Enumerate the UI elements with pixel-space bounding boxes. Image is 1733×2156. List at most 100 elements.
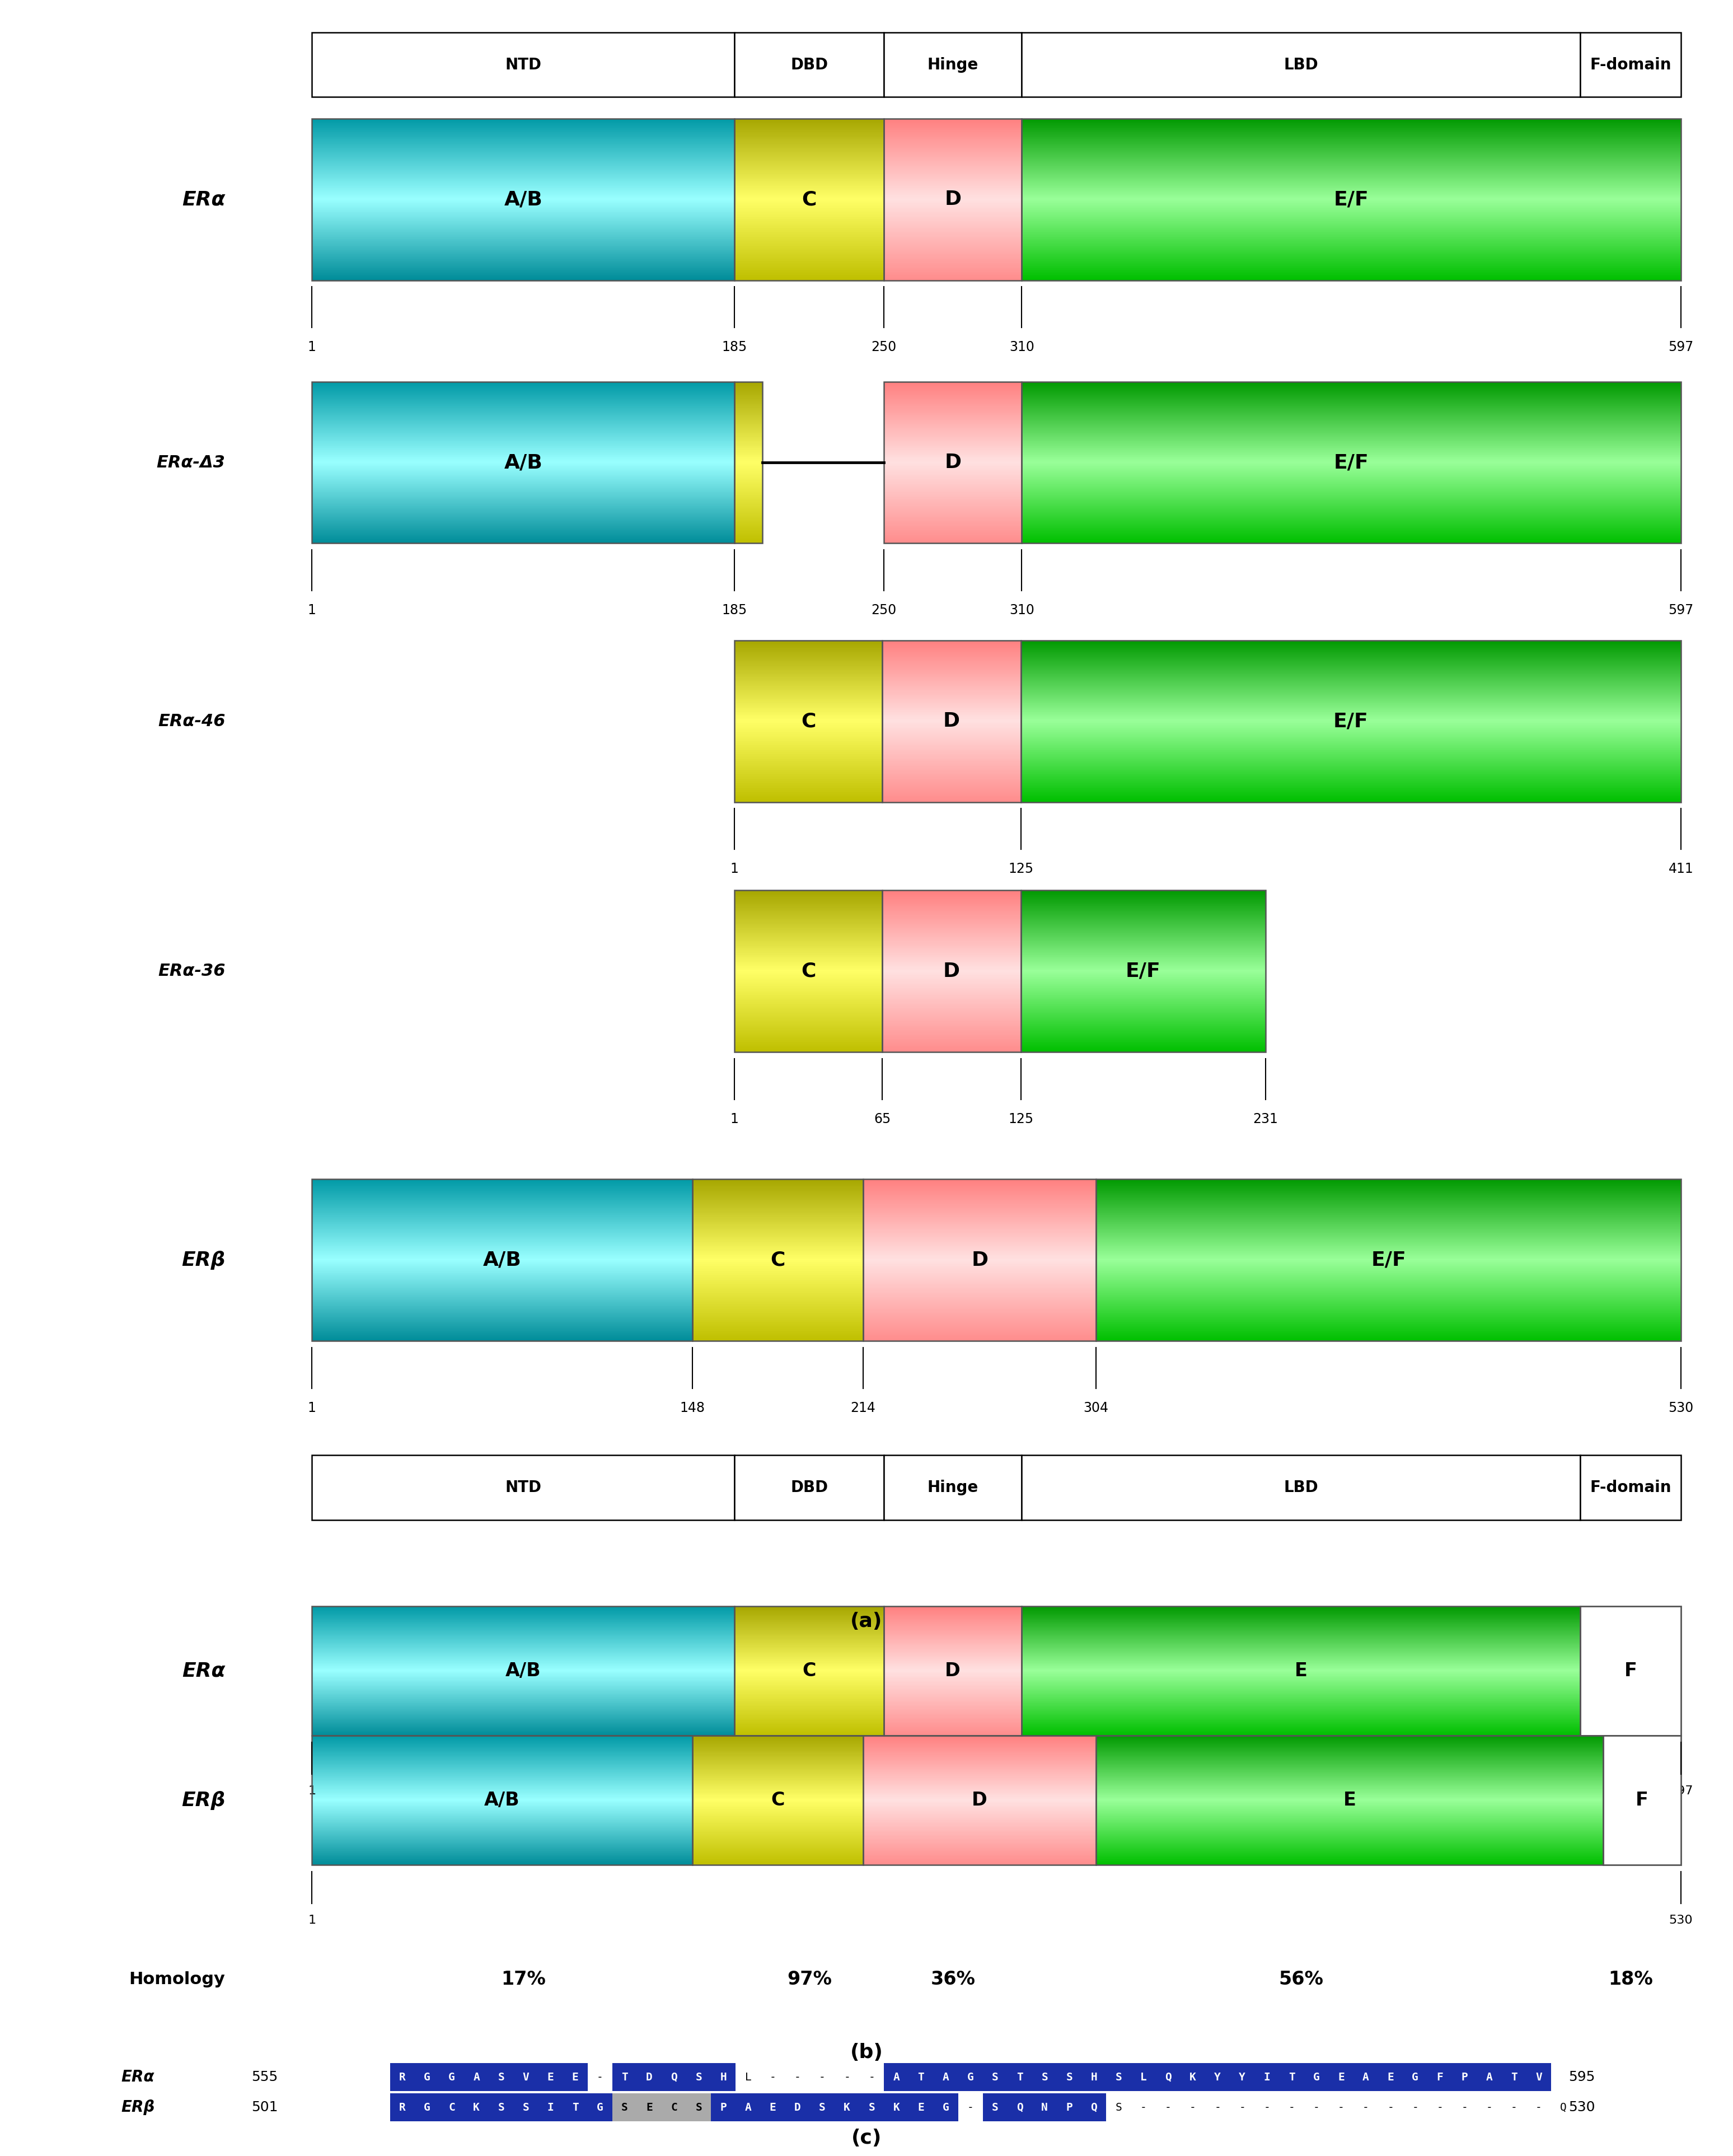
Text: 304: 304 xyxy=(1083,1401,1109,1414)
Text: E: E xyxy=(769,2102,776,2113)
Text: C: C xyxy=(801,711,816,731)
Text: F: F xyxy=(1437,2072,1444,2083)
Bar xyxy=(884,119,1022,280)
Bar xyxy=(1230,2063,1255,2091)
Bar xyxy=(735,640,882,802)
Bar xyxy=(735,32,884,97)
Text: 1: 1 xyxy=(308,341,315,354)
Bar xyxy=(1022,1455,1580,1520)
Bar xyxy=(1428,2063,1452,2091)
Text: -: - xyxy=(596,2072,603,2083)
Bar xyxy=(1095,1736,1603,1865)
Text: Y: Y xyxy=(1239,2072,1246,2083)
Bar xyxy=(884,2093,908,2122)
Bar xyxy=(1106,2063,1132,2091)
Bar xyxy=(1057,2093,1081,2122)
Text: A/B: A/B xyxy=(484,1792,520,1809)
Text: S: S xyxy=(868,2102,875,2113)
Bar xyxy=(440,2063,464,2091)
Bar xyxy=(1007,2063,1033,2091)
Bar xyxy=(785,2093,809,2122)
Text: S: S xyxy=(622,2102,627,2113)
Text: S: S xyxy=(497,2102,504,2113)
Text: D: D xyxy=(972,1792,988,1809)
Text: D: D xyxy=(943,711,960,731)
Text: E/F: E/F xyxy=(1371,1250,1405,1270)
Bar xyxy=(390,2063,414,2091)
Text: 530: 530 xyxy=(1669,1915,1693,1925)
Bar xyxy=(1022,382,1681,543)
Text: E: E xyxy=(646,2102,653,2113)
Text: 1: 1 xyxy=(308,1915,315,1925)
Text: E/F: E/F xyxy=(1333,711,1369,731)
Bar xyxy=(312,32,735,97)
Text: I: I xyxy=(1263,2072,1270,2083)
Text: S: S xyxy=(1116,2072,1121,2083)
Bar xyxy=(1021,890,1265,1052)
Text: T: T xyxy=(1511,2072,1518,2083)
Bar xyxy=(686,2063,711,2091)
Text: -: - xyxy=(1461,2102,1468,2113)
Bar xyxy=(1022,119,1681,280)
Bar xyxy=(1477,2063,1501,2091)
Bar xyxy=(489,2093,513,2122)
Text: T: T xyxy=(572,2102,579,2113)
Text: N: N xyxy=(1042,2102,1048,2113)
Bar xyxy=(563,2093,587,2122)
Text: H: H xyxy=(1090,2072,1097,2083)
Bar xyxy=(735,1455,884,1520)
Text: T: T xyxy=(1017,2072,1022,2083)
Text: 310: 310 xyxy=(1009,341,1035,354)
Bar xyxy=(539,2093,563,2122)
Text: P: P xyxy=(1461,2072,1468,2083)
Text: S: S xyxy=(820,2102,825,2113)
Text: H: H xyxy=(721,2072,726,2083)
Text: 148: 148 xyxy=(679,1401,705,1414)
Text: C: C xyxy=(802,190,816,209)
Bar xyxy=(312,382,735,543)
Bar xyxy=(835,2093,860,2122)
Text: S: S xyxy=(991,2102,998,2113)
Bar xyxy=(1033,2093,1057,2122)
Bar xyxy=(1452,2063,1477,2091)
Text: I: I xyxy=(548,2102,555,2113)
Bar xyxy=(414,2093,440,2122)
Text: ERα-Δ3: ERα-Δ3 xyxy=(156,455,225,470)
Text: E/F: E/F xyxy=(1334,453,1369,472)
Text: -: - xyxy=(1437,2102,1444,2113)
Text: 185: 185 xyxy=(723,604,747,617)
Bar xyxy=(1580,32,1681,97)
Bar xyxy=(1021,640,1681,802)
Bar xyxy=(587,2093,612,2122)
Text: C: C xyxy=(449,2102,456,2113)
Text: LBD: LBD xyxy=(1284,56,1319,73)
Text: 65: 65 xyxy=(873,1112,891,1125)
Bar xyxy=(312,1179,693,1341)
Text: G: G xyxy=(1314,2072,1319,2083)
Bar xyxy=(1180,2063,1204,2091)
Text: Hinge: Hinge xyxy=(927,56,979,73)
Text: (b): (b) xyxy=(849,2044,884,2061)
Text: R: R xyxy=(399,2072,406,2083)
Text: ERβ: ERβ xyxy=(121,2100,154,2115)
Text: A/B: A/B xyxy=(504,190,542,209)
Text: -: - xyxy=(1511,2102,1518,2113)
Text: D: D xyxy=(646,2072,653,2083)
Text: F-domain: F-domain xyxy=(1589,56,1671,73)
Text: P: P xyxy=(721,2102,726,2113)
Text: Homology: Homology xyxy=(128,1971,225,1988)
Bar xyxy=(884,382,1022,543)
Text: F: F xyxy=(1624,1662,1638,1680)
Text: Q: Q xyxy=(1560,2102,1567,2113)
Bar xyxy=(983,2063,1007,2091)
Text: 1: 1 xyxy=(308,1401,315,1414)
Text: 555: 555 xyxy=(251,2070,277,2085)
Text: NTD: NTD xyxy=(504,56,541,73)
Text: -: - xyxy=(1362,2102,1369,2113)
Text: V: V xyxy=(1535,2072,1542,2083)
Bar xyxy=(884,32,1022,97)
Bar xyxy=(735,1606,884,1736)
Text: S: S xyxy=(1116,2102,1121,2113)
Bar xyxy=(934,2063,958,2091)
Bar xyxy=(440,2093,464,2122)
